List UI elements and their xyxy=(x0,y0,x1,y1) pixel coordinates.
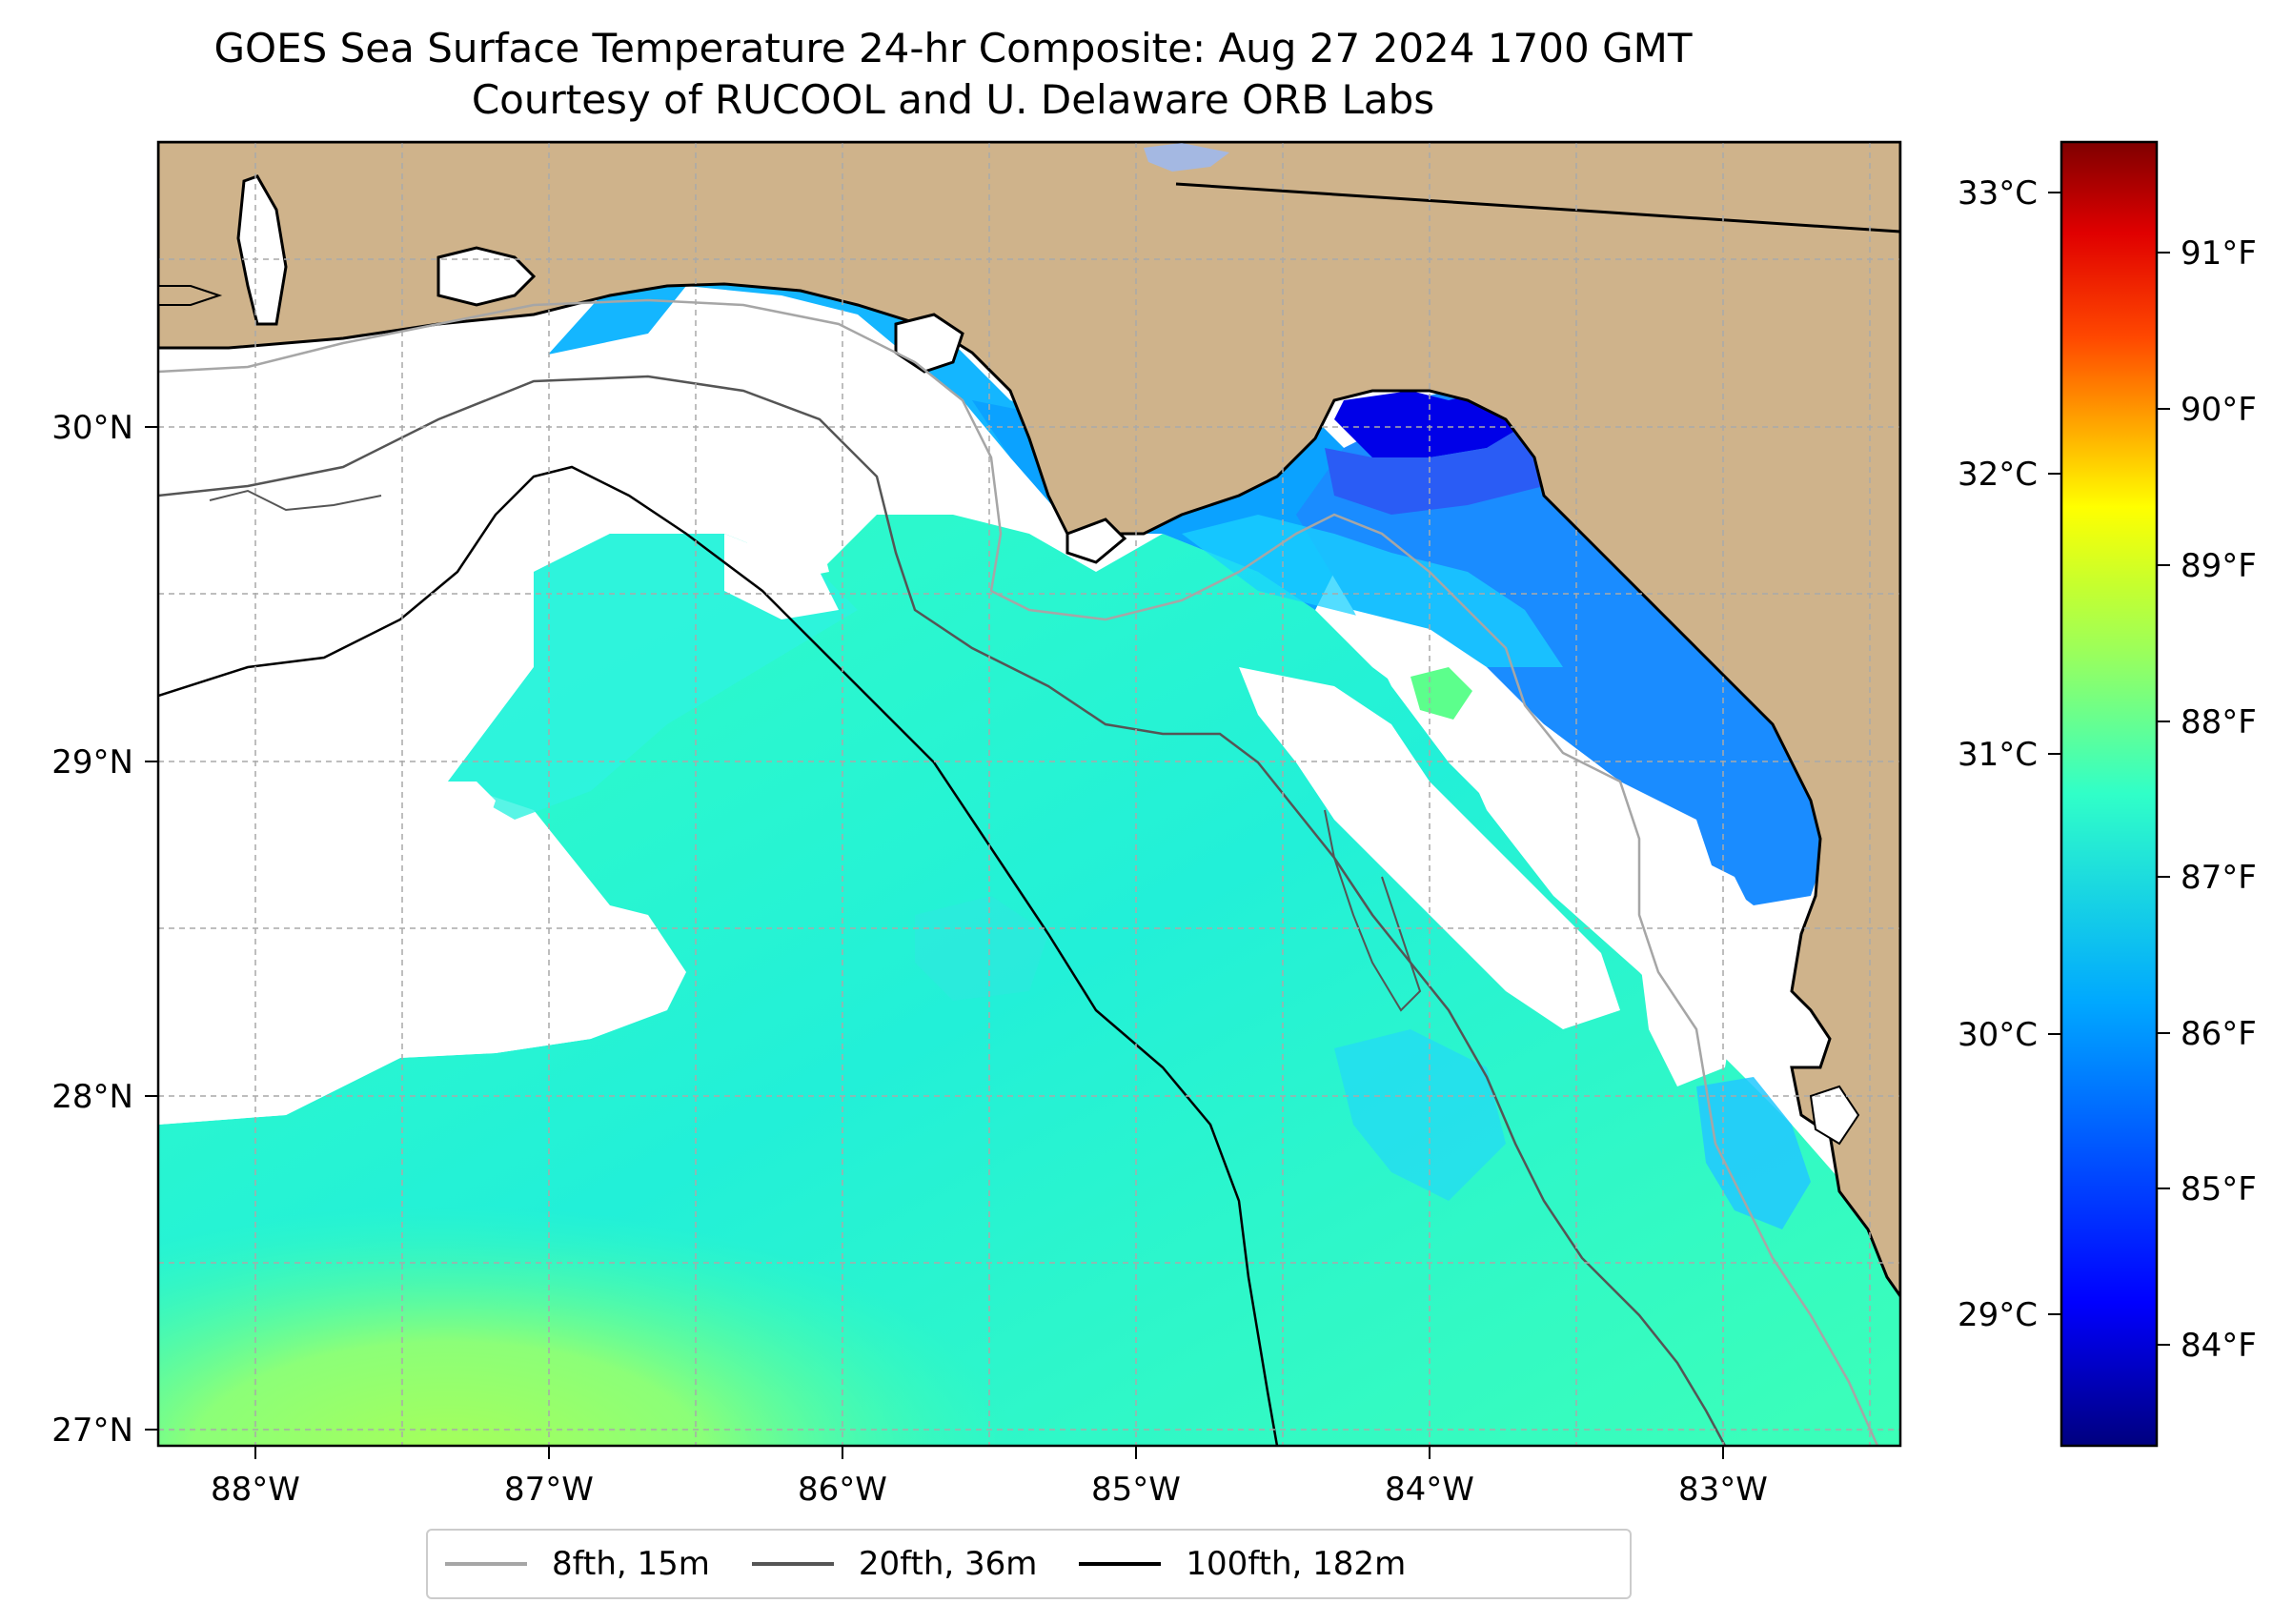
celsius-ticks xyxy=(2048,192,2061,1315)
lon-ticks xyxy=(254,1446,1724,1459)
celsius-label: 33°C xyxy=(1958,174,2038,213)
fahrenheit-label: 89°F xyxy=(2181,547,2257,585)
lat-label: 30°N xyxy=(51,409,133,447)
legend-swatch xyxy=(445,1562,527,1566)
lon-label: 87°W xyxy=(504,1471,594,1509)
isobath-15m xyxy=(158,298,1879,1446)
legend-label: 100fth, 182m xyxy=(1186,1545,1407,1583)
map-title: GOES Sea Surface Temperature 24-hr Compo… xyxy=(213,25,1693,71)
fahrenheit-label: 86°F xyxy=(2181,1015,2257,1053)
celsius-label: 30°C xyxy=(1958,1016,2038,1054)
lat-label: 29°N xyxy=(51,743,133,782)
lon-label: 86°W xyxy=(798,1471,887,1509)
fahrenheit-label: 84°F xyxy=(2181,1327,2257,1365)
lon-labels: 88°W 87°W 86°W 85°W 84°W 83°W xyxy=(211,1471,1768,1509)
celsius-label: 31°C xyxy=(1958,736,2038,774)
legend-label: 20fth, 36m xyxy=(858,1545,1038,1583)
lon-label: 88°W xyxy=(211,1471,300,1509)
fahrenheit-label: 91°F xyxy=(2181,234,2257,273)
colorbar: 33°C 32°C 31°C 30°C 29°C 91°F 90°F 89°F xyxy=(1958,140,2257,1448)
lat-label: 28°N xyxy=(51,1078,133,1116)
map-area xyxy=(158,142,1900,1446)
legend-swatch xyxy=(751,1562,834,1566)
celsius-label: 29°C xyxy=(1958,1296,2038,1334)
celsius-labels: 33°C 32°C 31°C 30°C 29°C xyxy=(1958,174,2038,1334)
fahrenheit-labels: 91°F 90°F 89°F 88°F 87°F 86°F 85°F 84°F xyxy=(2181,234,2257,1365)
land xyxy=(158,142,1900,1299)
legend-item-182m: 100fth, 182m xyxy=(1079,1545,1406,1583)
legend-swatch xyxy=(1079,1562,1162,1566)
lon-label: 85°W xyxy=(1091,1471,1181,1509)
fahrenheit-ticks xyxy=(2157,252,2170,1346)
isobaths xyxy=(158,298,1879,1446)
legend-item-15m: 8fth, 15m xyxy=(445,1545,710,1583)
isobath-182m xyxy=(158,465,1279,1446)
warm-eddy xyxy=(1410,667,1472,720)
fahrenheit-label: 88°F xyxy=(2181,703,2257,741)
lat-labels: 30°N 29°N 28°N 27°N xyxy=(51,409,133,1450)
map-frame xyxy=(156,140,1902,1448)
celsius-label: 32°C xyxy=(1958,456,2038,494)
fahrenheit-label: 87°F xyxy=(2181,859,2257,897)
map-subtitle: Courtesy of RUCOOL and U. Delaware ORB L… xyxy=(471,76,1435,123)
fahrenheit-label: 90°F xyxy=(2181,391,2257,429)
isobath-36m xyxy=(158,375,1727,1446)
legend-item-36m: 20fth, 36m xyxy=(751,1545,1038,1583)
lat-ticks xyxy=(145,426,158,1431)
legend-label: 8fth, 15m xyxy=(552,1545,710,1583)
colorbar-scale xyxy=(2060,140,2159,1448)
lon-label: 84°W xyxy=(1385,1471,1474,1509)
fahrenheit-label: 85°F xyxy=(2181,1170,2257,1208)
legend: 8fth, 15m 20fth, 36m 100fth, 182m xyxy=(426,1529,1632,1599)
lon-label: 83°W xyxy=(1678,1471,1768,1509)
gridlines xyxy=(158,142,1900,1446)
lat-label: 27°N xyxy=(51,1411,133,1450)
